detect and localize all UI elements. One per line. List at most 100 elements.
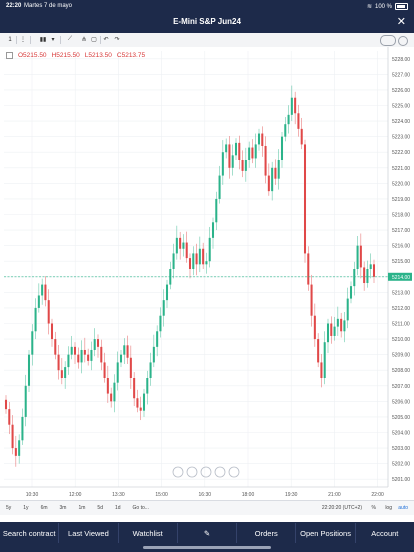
period-1d[interactable]: 1d	[114, 505, 121, 511]
nav-orders[interactable]: Orders	[237, 523, 297, 543]
period-6m[interactable]: 6m	[40, 505, 48, 511]
x-tick-label: 12:00	[69, 492, 82, 498]
candle-body	[116, 362, 119, 383]
y-tick-label: 5222.00	[392, 150, 410, 156]
candle-body	[37, 295, 40, 308]
nav-search-contract[interactable]: Search contract	[0, 523, 60, 543]
candle-body	[340, 318, 343, 332]
candle-body	[225, 144, 228, 153]
ohlc-low: L5213.50	[84, 52, 112, 59]
candle-body	[34, 307, 37, 332]
candle-body	[18, 440, 21, 456]
redo-icon[interactable]: ↷	[114, 37, 120, 43]
candle-body	[77, 354, 80, 363]
nav-watchlist[interactable]: Watchlist	[119, 523, 178, 543]
draw-tool-icon[interactable]: ⟋	[67, 36, 73, 42]
candle-body	[146, 378, 149, 394]
candle-body	[349, 286, 353, 299]
zoom-control-icon	[228, 466, 240, 478]
candle-body	[284, 124, 287, 137]
x-tick-label: 21:00	[328, 492, 341, 498]
candle-body	[156, 331, 159, 347]
y-tick-label: 5224.00	[392, 119, 410, 125]
y-tick-label: 5207.00	[392, 384, 410, 390]
toolbar-divider	[60, 36, 61, 44]
candle-body	[343, 320, 346, 332]
last-price-tag	[388, 272, 412, 281]
y-tick-label: 5228.00	[392, 57, 410, 63]
candle-body	[182, 242, 185, 249]
candle-body	[162, 300, 165, 316]
toolbar-divider	[100, 36, 101, 44]
nav-account[interactable]: Account	[371, 528, 399, 538]
price-chart[interactable]: 10:30 12:00 13:30 15:00 16:30 18:00 19:30 21:00…	[0, 47, 414, 500]
candle-body	[251, 147, 254, 159]
log-toggle[interactable]: log	[385, 505, 392, 511]
go-to-date[interactable]: Go to...	[132, 505, 149, 511]
percent-toggle[interactable]: %	[371, 505, 376, 511]
nav-last-viewed[interactable]: Last Viewed	[59, 523, 119, 543]
x-tick-label: 13:30	[112, 492, 125, 498]
close-icon[interactable]: ✕	[396, 16, 406, 28]
period-5d[interactable]: 5d	[97, 505, 103, 511]
cloud-icon[interactable]	[380, 35, 396, 46]
candle-body	[228, 144, 231, 168]
candle-type-icon[interactable]: ▮▮	[39, 37, 47, 43]
chevron-down-icon[interactable]: ▾	[51, 37, 55, 43]
candle-body	[261, 133, 264, 146]
candle-body	[57, 354, 60, 371]
y-tick-label: 5203.00	[392, 446, 410, 452]
y-tick-label: 5204.00	[392, 431, 410, 437]
interval-select[interactable]: 1	[8, 36, 12, 43]
period-1y[interactable]: 1y	[23, 505, 29, 511]
candle-body	[277, 160, 280, 179]
candle-body	[303, 144, 307, 254]
candle-body	[369, 264, 372, 269]
plot-background	[0, 47, 414, 500]
candle-body	[290, 97, 293, 115]
period-3m[interactable]: 3m	[59, 505, 67, 511]
y-tick-label: 5217.00	[392, 228, 410, 234]
legend-toggle-icon[interactable]	[6, 52, 13, 59]
candle-body	[294, 97, 297, 114]
candle-body	[241, 160, 244, 171]
candle-body	[198, 248, 201, 265]
status-time: 22:20	[6, 3, 22, 9]
period-5y[interactable]: 5y	[6, 505, 12, 511]
save-image-icon[interactable]: ▢	[91, 37, 97, 43]
more-options-icon[interactable]: ⋮	[20, 37, 26, 43]
auto-toggle[interactable]: auto	[398, 505, 408, 511]
candle-body	[50, 323, 54, 340]
fullscreen-icon[interactable]	[398, 36, 408, 46]
candle-body	[70, 346, 73, 355]
nav-open-positions[interactable]: Open Positions	[296, 523, 356, 543]
home-indicator	[143, 546, 271, 549]
y-tick-label: 5201.00	[392, 477, 410, 483]
undo-icon[interactable]: ↶	[103, 37, 109, 43]
y-tick-label: 5209.00	[392, 353, 410, 359]
candle-body	[14, 448, 17, 456]
candle-body	[326, 323, 330, 343]
candle-body	[152, 346, 155, 363]
candle-body	[8, 409, 11, 425]
candle-body	[139, 407, 142, 411]
ohlc-close: C5213.75	[116, 52, 146, 59]
candle-body	[356, 245, 359, 269]
x-tick-label: 22:00	[371, 492, 384, 498]
candle-body	[353, 269, 356, 287]
toolbar-divider	[30, 36, 31, 44]
candle-body	[313, 315, 316, 340]
zoom-control-icon	[214, 466, 226, 478]
y-tick-label: 5211.00	[392, 322, 410, 328]
zoom-control-icon	[186, 466, 198, 478]
candle-body	[172, 253, 175, 269]
candle-body	[366, 269, 369, 284]
candle-body	[297, 113, 300, 129]
indicators-icon[interactable]: ⋔	[81, 37, 87, 43]
status-date: Martes 7 de mayo	[24, 3, 73, 9]
candle-body	[188, 258, 192, 269]
candle-body	[83, 349, 86, 355]
period-1m[interactable]: 1m	[78, 505, 86, 511]
pencil-icon[interactable]: ✎	[178, 523, 238, 543]
candle-body	[93, 339, 96, 350]
